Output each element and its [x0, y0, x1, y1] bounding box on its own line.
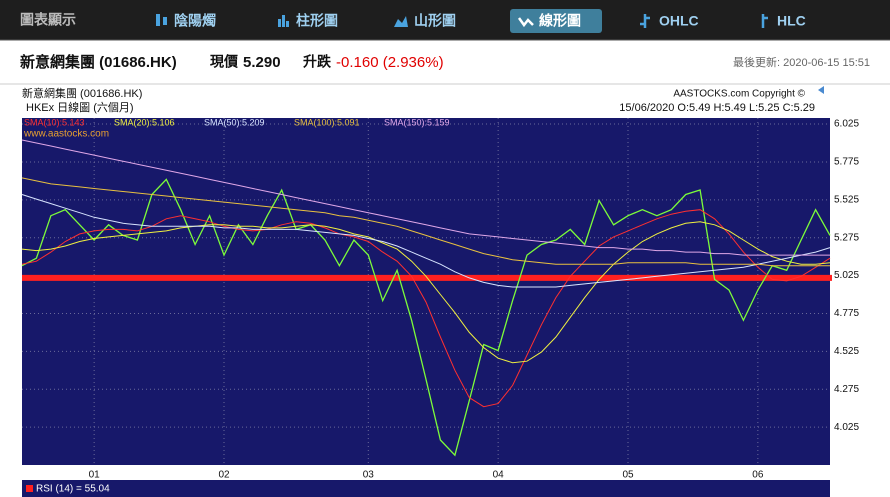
- series-line: [21, 178, 831, 457]
- tab-icon: [156, 14, 167, 26]
- plot-area: [22, 118, 830, 465]
- legend-entry: SMA(50):5.209: [204, 117, 265, 127]
- y-tick-label: 4.775: [834, 308, 859, 319]
- chart-subtitle: HKEx 日線圖 (六個月): [26, 100, 134, 114]
- tab-icon: [640, 14, 650, 28]
- y-tick-label: 4.275: [834, 384, 859, 395]
- nav-label: 圖表顯示: [20, 12, 76, 28]
- icon: [278, 19, 281, 27]
- x-tick-label: 02: [218, 470, 230, 481]
- series-line: [21, 139, 830, 256]
- rsi-label: RSI (14) = 55.04: [36, 484, 110, 495]
- tab-icon: [517, 17, 534, 28]
- change: -0.160 (2.936%): [336, 54, 444, 71]
- legend-entry: SMA(10):5.143: [24, 117, 85, 127]
- tab[interactable]: HLC: [777, 13, 806, 29]
- y-tick-label: 5.525: [834, 194, 859, 205]
- change-label: 升跌: [303, 54, 332, 70]
- legend-entry: SMA(150):5.159: [384, 117, 450, 127]
- y-tick-label: 5.275: [834, 232, 859, 243]
- chart-title: 新意網集團 (001686.HK): [22, 86, 142, 100]
- x-tick-label: 03: [363, 470, 375, 481]
- y-tick-label: 6.025: [834, 119, 859, 130]
- icon: [286, 21, 289, 27]
- legend-entry: SMA(100):5.091: [294, 117, 360, 127]
- x-tick-label: 05: [622, 470, 634, 481]
- nav-bar: [0, 0, 890, 40]
- tab[interactable]: 山形圖: [414, 13, 456, 29]
- ohlc-info: 15/06/2020 O:5.49 H:5.49 L:5.25 C:5.29: [619, 102, 815, 114]
- icon: [156, 14, 160, 26]
- tab[interactable]: 柱形圖: [296, 13, 338, 29]
- x-tick-label: 04: [493, 470, 505, 481]
- series-line: [21, 221, 831, 364]
- stock-name: 新意網集團 (01686.HK): [20, 53, 177, 71]
- rsi-swatch: [26, 485, 33, 492]
- icon: [517, 17, 534, 28]
- icon: [282, 15, 285, 27]
- tab-icon: [394, 16, 408, 27]
- watermark: www.aastocks.com: [23, 129, 109, 140]
- series-line: [21, 209, 831, 408]
- series-line: [21, 177, 830, 267]
- last-updated: 最後更新: 2020-06-15 15:51: [733, 55, 870, 69]
- y-tick-label: 5.775: [834, 157, 859, 168]
- icon: [394, 16, 408, 27]
- series-line: [21, 194, 831, 288]
- tabs: 陰陽燭 柱形圖 山形圖 線形圖 OHLC HLC: [156, 9, 806, 33]
- plot: 6.025 5.775 5.525 5.275 5.025 4.775 4.525 4.275…: [21, 117, 859, 481]
- price: 5.290: [243, 54, 281, 71]
- y-tick-label: 5.025: [834, 270, 859, 281]
- copyright: AASTOCKS.com Copyright ©: [673, 89, 805, 100]
- y-tick-label: 4.525: [834, 346, 859, 357]
- tab[interactable]: 線形圖: [539, 13, 581, 29]
- active-tab: [510, 9, 602, 33]
- tab-icon: [278, 15, 289, 27]
- icon: [163, 17, 167, 25]
- tab[interactable]: OHLC: [659, 13, 699, 29]
- price-label: 現價: [210, 54, 239, 70]
- y-tick-label: 4.025: [834, 422, 859, 433]
- rsi-strip: [22, 480, 830, 497]
- tab-icon: [761, 14, 768, 28]
- print-icon[interactable]: [818, 86, 824, 94]
- legend-entry: SMA(20):5.106: [114, 117, 175, 127]
- x-tick-label: 01: [89, 470, 101, 481]
- x-tick-label: 06: [752, 470, 764, 481]
- tab[interactable]: 陰陽燭: [174, 13, 216, 29]
